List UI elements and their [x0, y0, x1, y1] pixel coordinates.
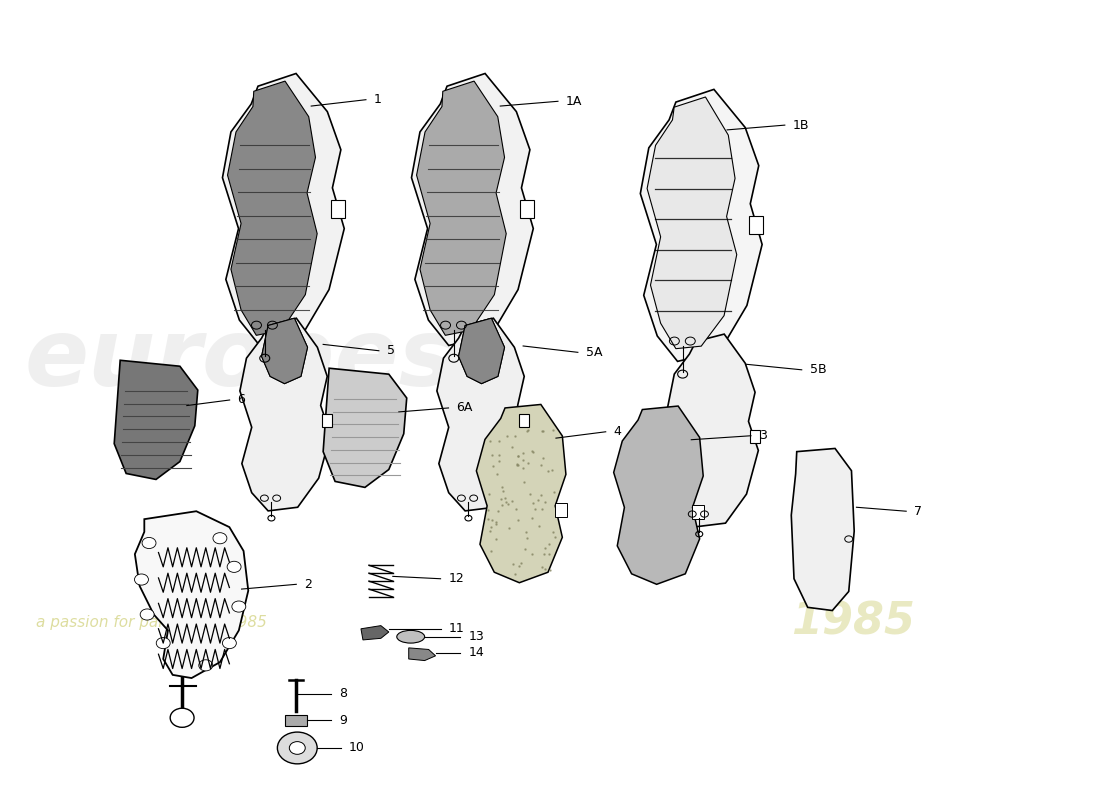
Text: 1A: 1A [565, 94, 582, 108]
Circle shape [170, 708, 194, 727]
Circle shape [277, 732, 317, 764]
Text: 10: 10 [349, 742, 365, 754]
FancyBboxPatch shape [749, 216, 762, 234]
Polygon shape [222, 74, 344, 346]
Circle shape [199, 660, 212, 671]
Circle shape [140, 609, 154, 620]
FancyBboxPatch shape [519, 414, 529, 427]
Text: 2: 2 [305, 578, 312, 591]
FancyBboxPatch shape [692, 505, 704, 519]
Circle shape [232, 601, 245, 612]
Polygon shape [361, 626, 388, 640]
Polygon shape [640, 90, 762, 362]
Text: 3: 3 [759, 430, 767, 442]
Polygon shape [417, 81, 506, 335]
Text: 8: 8 [339, 687, 348, 701]
Circle shape [227, 562, 241, 572]
Text: 13: 13 [469, 630, 484, 643]
Circle shape [134, 574, 148, 585]
Text: 7: 7 [914, 505, 922, 518]
Polygon shape [240, 318, 330, 511]
Polygon shape [323, 368, 407, 487]
Text: 6A: 6A [456, 402, 473, 414]
Text: 14: 14 [469, 646, 484, 659]
Polygon shape [459, 318, 505, 384]
Text: 5A: 5A [586, 346, 603, 359]
Polygon shape [411, 74, 534, 346]
Polygon shape [476, 405, 565, 582]
Ellipse shape [397, 630, 425, 643]
Text: 1985: 1985 [791, 601, 915, 644]
Text: 11: 11 [449, 622, 464, 635]
Text: 4: 4 [614, 426, 622, 438]
Polygon shape [668, 334, 758, 526]
Text: 1: 1 [374, 93, 382, 106]
Text: 1B: 1B [793, 118, 810, 132]
Polygon shape [437, 318, 528, 511]
FancyBboxPatch shape [554, 503, 566, 518]
Text: europes: europes [24, 314, 455, 406]
Circle shape [213, 533, 227, 544]
Polygon shape [135, 511, 249, 678]
FancyBboxPatch shape [285, 715, 307, 726]
Polygon shape [791, 449, 855, 610]
Polygon shape [262, 318, 308, 384]
Text: a passion for parts since 1985: a passion for parts since 1985 [35, 615, 266, 630]
FancyBboxPatch shape [520, 200, 534, 218]
Text: 12: 12 [449, 572, 464, 586]
FancyBboxPatch shape [749, 430, 760, 443]
Circle shape [142, 538, 156, 549]
Text: 6: 6 [238, 394, 245, 406]
FancyBboxPatch shape [322, 414, 332, 427]
FancyBboxPatch shape [331, 200, 344, 218]
Polygon shape [114, 360, 198, 479]
Polygon shape [614, 406, 703, 584]
Polygon shape [262, 318, 308, 384]
Text: 5: 5 [387, 344, 395, 358]
Polygon shape [459, 318, 505, 384]
Text: 9: 9 [339, 714, 346, 726]
Polygon shape [409, 648, 436, 661]
Text: 5B: 5B [810, 363, 826, 376]
Polygon shape [228, 81, 317, 335]
Polygon shape [647, 97, 737, 349]
Circle shape [222, 638, 236, 649]
Circle shape [289, 742, 305, 754]
Circle shape [156, 638, 170, 649]
